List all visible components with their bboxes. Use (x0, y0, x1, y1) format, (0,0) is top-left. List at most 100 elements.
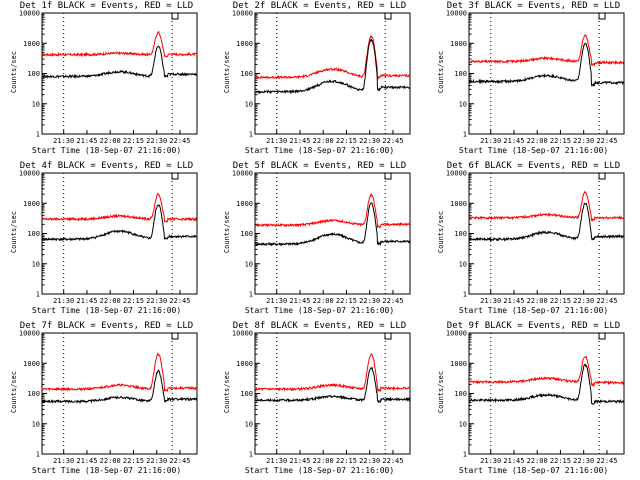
x-tick-label: 22:15 (336, 137, 357, 145)
time-marker-bracket (598, 173, 606, 180)
detector-panel-6: Det 6f BLACK = Events, RED = LLD 1 10 100 10… (427, 160, 640, 320)
y-tick-label: 10 (245, 420, 253, 428)
y-tick-label: 1 (463, 291, 467, 299)
detector-panel-3: Det 3f BLACK = Events, RED = LLD 1 10 100 10… (427, 0, 640, 160)
x-tick-label: 22:30 (573, 297, 594, 305)
x-tick-label: 22:15 (336, 297, 357, 305)
y-tick-label: 10000 (232, 10, 253, 18)
y-axis-label: Counts/sec (10, 370, 18, 414)
events-series-line (41, 45, 198, 80)
x-tick-label: 22:00 (527, 457, 548, 465)
y-tick-label: 10 (459, 100, 467, 108)
y-tick-label: 100 (240, 70, 253, 78)
x-tick-label: 22:00 (313, 137, 334, 145)
x-tick-label: 21:45 (289, 297, 310, 305)
time-marker-bracket (384, 333, 392, 340)
chart-title: Det 4f BLACK = Events, RED = LLD (19, 161, 194, 171)
plot-svg: 1 10 100 1000 10000 21:30 21:45 22:00 22:15 22:30… (19, 330, 198, 465)
y-tick-label: 10000 (232, 330, 253, 338)
x-tick-label: 22:30 (573, 137, 594, 145)
x-tick-label: 22:15 (123, 297, 144, 305)
y-tick-label: 1000 (236, 200, 253, 208)
y-tick-label: 1 (249, 451, 253, 459)
y-tick-label: 10000 (19, 170, 40, 178)
x-tick-label: 21:30 (266, 137, 287, 145)
chart-title: Det 3f BLACK = Events, RED = LLD (446, 1, 621, 11)
events-series-line (469, 363, 625, 405)
chart-title: Det 6f BLACK = Events, RED = LLD (446, 161, 621, 171)
x-tick-label: 22:45 (169, 297, 190, 305)
x-tick-label: 22:15 (123, 457, 144, 465)
x-axis-label: Start Time (18-Sep-07 21:16:00) (458, 146, 609, 155)
x-tick-label: 21:30 (53, 297, 74, 305)
x-tick-label: 21:30 (480, 457, 501, 465)
x-tick-label: 21:30 (53, 457, 74, 465)
plot-frame (254, 12, 411, 135)
y-tick-label: 1000 (23, 40, 40, 48)
y-tick-label: 100 (27, 70, 40, 78)
events-series-line (41, 369, 198, 404)
x-tick-label: 22:00 (100, 457, 121, 465)
x-tick-label: 21:45 (503, 137, 524, 145)
chart-title: Det 9f BLACK = Events, RED = LLD (446, 321, 621, 331)
lld-series-line (254, 34, 411, 81)
time-marker-bracket (598, 333, 606, 340)
detector-panel-1: Det 1f BLACK = Events, RED = LLD 1 10 100 10… (0, 0, 213, 160)
x-tick-label: 21:30 (266, 457, 287, 465)
detector-panel-9: Det 9f BLACK = Events, RED = LLD 1 10 100 10… (427, 320, 640, 480)
time-marker-bracket (384, 13, 392, 20)
y-tick-label: 10 (459, 260, 467, 268)
x-tick-label: 22:00 (100, 297, 121, 305)
y-tick-label: 10000 (446, 330, 467, 338)
x-axis-label: Start Time (18-Sep-07 21:16:00) (458, 306, 609, 315)
x-axis-label: Start Time (18-Sep-07 21:16:00) (31, 306, 182, 315)
x-tick-label: 22:30 (359, 457, 380, 465)
x-tick-label: 22:45 (169, 137, 190, 145)
y-tick-label: 10000 (19, 330, 40, 338)
x-tick-label: 21:30 (480, 297, 501, 305)
plot-svg: 1 10 100 1000 10000 21:30 21:45 22:00 22:15 22:30… (232, 10, 411, 145)
chart-title: Det 8f BLACK = Events, RED = LLD (232, 321, 407, 331)
plot-svg: 1 10 100 1000 10000 21:30 21:45 22:00 22:15 22:30… (232, 170, 411, 305)
x-tick-label: 22:00 (313, 297, 334, 305)
time-marker-bracket (171, 333, 179, 340)
x-tick-label: 21:45 (76, 457, 97, 465)
plot-svg: 1 10 100 1000 10000 21:30 21:45 22:00 22:15 22:30… (19, 10, 198, 145)
lld-series-line (254, 352, 411, 393)
y-tick-label: 1000 (236, 360, 253, 368)
y-tick-label: 10 (245, 260, 253, 268)
x-tick-label: 22:00 (313, 457, 334, 465)
x-tick-label: 22:45 (596, 457, 617, 465)
detector-panel-4: Det 4f BLACK = Events, RED = LLD 1 10 100 10… (0, 160, 213, 320)
lld-series-line (468, 33, 625, 67)
y-tick-label: 10000 (232, 170, 253, 178)
events-series-line (254, 366, 411, 404)
y-tick-label: 1 (463, 131, 467, 139)
y-axis-label: Counts/sec (10, 210, 18, 254)
detector-panel-2: Det 2f BLACK = Events, RED = LLD 1 10 100 10… (213, 0, 426, 160)
y-tick-label: 10 (32, 260, 40, 268)
y-tick-label: 1 (463, 451, 467, 459)
chart-title: Det 1f BLACK = Events, RED = LLD (19, 1, 194, 11)
events-series-line (41, 204, 198, 242)
plot-svg: 1 10 100 1000 10000 21:30 21:45 22:00 22:15 22:30… (446, 10, 625, 145)
time-marker-bracket (384, 173, 392, 180)
x-tick-label: 21:45 (76, 137, 97, 145)
x-tick-label: 22:45 (596, 137, 617, 145)
y-tick-label: 10000 (19, 10, 40, 18)
y-tick-label: 100 (454, 70, 467, 78)
x-tick-label: 22:30 (573, 457, 594, 465)
x-tick-label: 22:30 (359, 137, 380, 145)
y-tick-label: 1000 (450, 360, 467, 368)
y-axis-label: Counts/sec (437, 210, 445, 254)
x-axis-label: Start Time (18-Sep-07 21:16:00) (458, 466, 609, 475)
y-tick-label: 100 (240, 230, 253, 238)
plot-frame (41, 332, 198, 455)
y-tick-label: 1000 (23, 360, 40, 368)
y-axis-label: Counts/sec (437, 370, 445, 414)
y-axis-label: Counts/sec (223, 210, 231, 254)
x-tick-label: 22:15 (123, 137, 144, 145)
detector-panel-5: Det 5f BLACK = Events, RED = LLD 1 10 100 10… (213, 160, 426, 320)
x-tick-label: 21:45 (289, 457, 310, 465)
plot-frame (468, 332, 625, 455)
